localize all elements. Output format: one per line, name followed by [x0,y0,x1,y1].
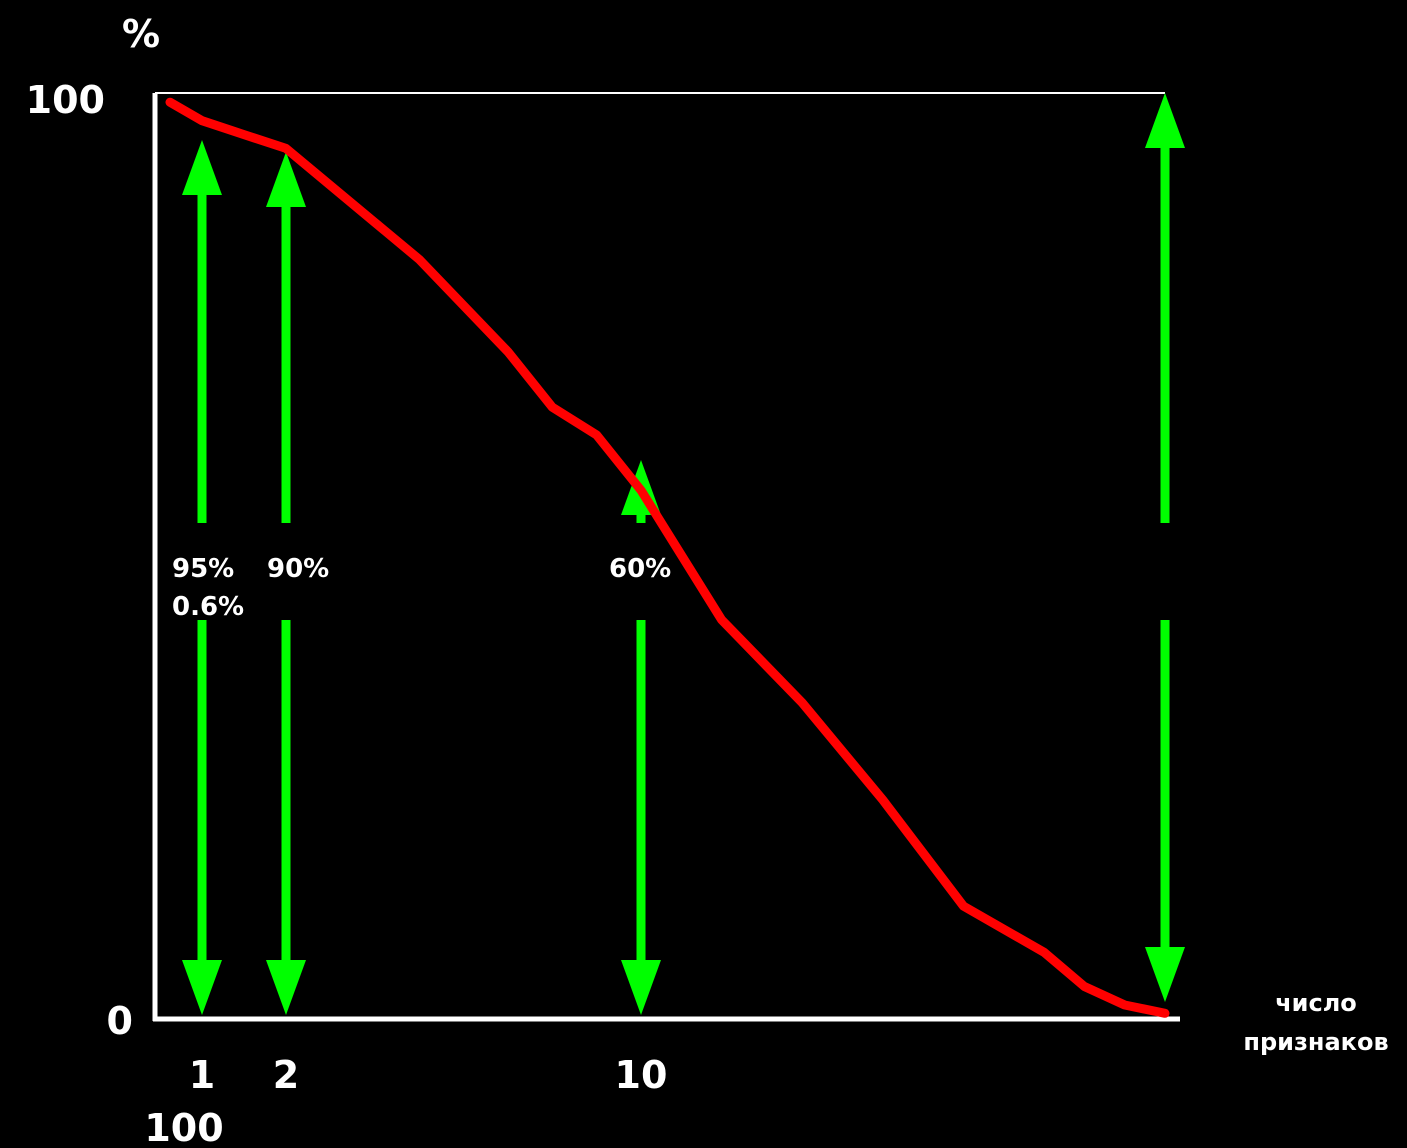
arrow-head-down-1 [266,960,306,1015]
y-axis-title: % [122,12,160,56]
arrow-head-down-2 [621,960,661,1015]
arrow-head-down-3 [1145,947,1185,1002]
arrow-shaft-down-0 [197,620,207,962]
arrow-shaft-up-1 [281,205,291,523]
annotation-label-90: 90% [267,554,329,584]
arrow-head-up-0 [182,140,222,195]
arrows-layer [182,93,1185,1015]
arrow-head-up-3 [1145,93,1185,148]
y-tick-label-0: 0 [107,999,133,1043]
x-axis-title-line-2: признаков [1243,1028,1388,1056]
arrow-shaft-down-3 [1160,620,1170,962]
series-layer [165,97,1170,1018]
y-tick-label-100: 100 [26,78,105,122]
arrow-shaft-up-0 [197,193,207,523]
annotation-label-60: 60% [609,554,671,584]
arrow-shaft-down-1 [281,620,291,962]
arrow-shaft-up-2 [636,513,646,523]
arrow-shaft-up-3 [1160,146,1170,523]
x-tick-label-1: 1 [189,1053,215,1097]
x-tick-label-2: 2 [273,1053,299,1097]
arrow-shaft-down-2 [636,620,646,962]
series-line-0 [165,97,1170,1018]
arrow-head-up-1 [266,152,306,207]
x-axis-title-line-1: число [1275,989,1357,1017]
annotation-label-0-6: 0.6% [172,592,244,622]
x-extra-label-100: 100 [144,1106,223,1148]
arrow-head-down-0 [182,960,222,1015]
annotation-label-95: 95% [172,554,234,584]
x-tick-label-10: 10 [615,1053,668,1097]
